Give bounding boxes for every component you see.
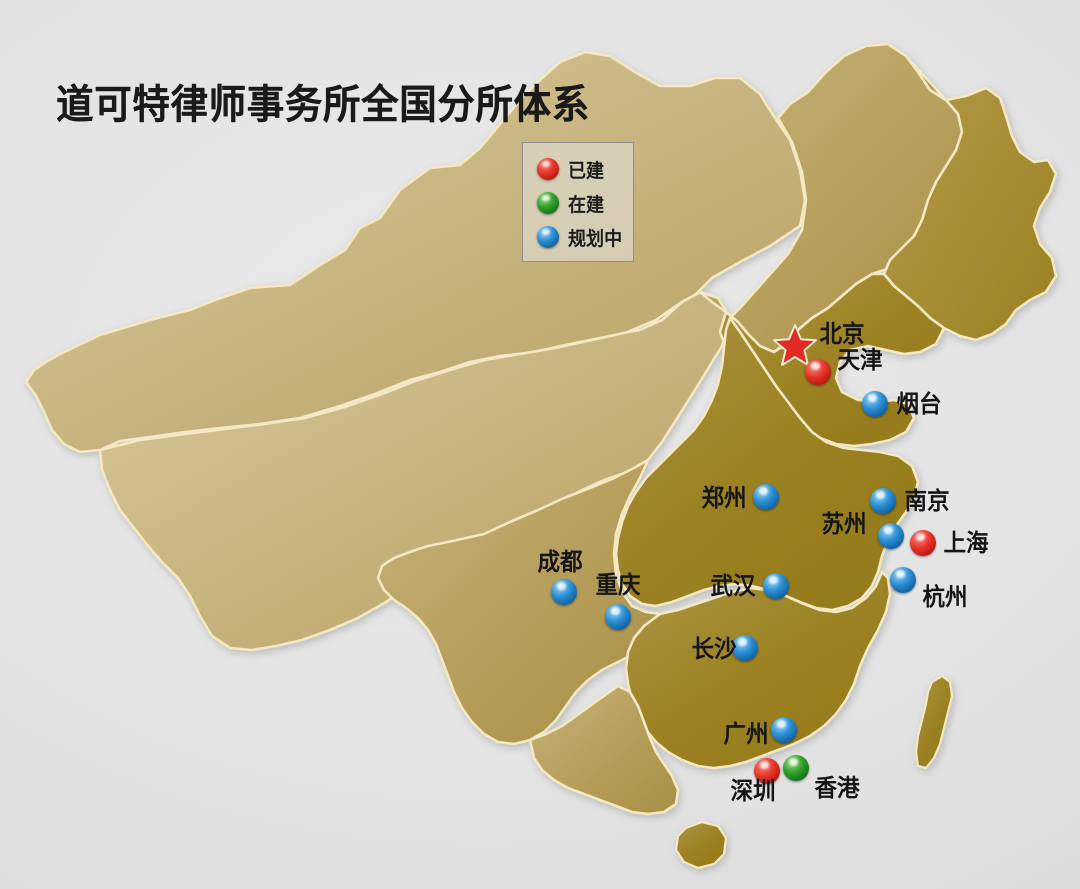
green-orb-icon (783, 755, 809, 781)
city-label-hangzhou: 杭州 (922, 583, 968, 611)
legend-label-built: 已建 (568, 159, 605, 182)
blue-orb-icon (771, 717, 797, 743)
legend-item-built[interactable]: 已建 (537, 152, 633, 186)
city-label-hongkong: 香港 (814, 774, 860, 802)
page-title: 道可特律师事务所全国分所体系 (56, 82, 590, 128)
legend-item-planned[interactable]: 规划中 (537, 220, 633, 254)
blue-orb-icon (551, 579, 577, 605)
blue-orb-icon (890, 567, 916, 593)
blue-orb-icon (732, 635, 758, 661)
status-legend: 已建 在建 规划中 (522, 142, 634, 262)
city-label-tianjin: 天津 (837, 346, 883, 374)
blue-orb-icon (763, 573, 789, 599)
blue-orb-icon (870, 488, 896, 514)
region-guangxi (528, 684, 680, 816)
city-label-suzhou: 苏州 (821, 510, 867, 538)
city-label-yantai: 烟台 (896, 390, 942, 418)
city-label-changsha: 长沙 (691, 635, 737, 663)
city-label-guangzhou: 广州 (723, 720, 769, 748)
blue-orb-icon (605, 604, 631, 630)
city-label-wuhan: 武汉 (710, 572, 756, 600)
blue-orb-icon (862, 391, 888, 417)
city-label-chongqing: 重庆 (595, 571, 641, 599)
red-orb-icon (910, 530, 936, 556)
legend-label-planned: 规划中 (568, 227, 623, 250)
blue-orb-icon (878, 523, 904, 549)
city-label-shanghai: 上海 (943, 529, 989, 557)
red-orb-icon (754, 758, 780, 784)
region-northeast (882, 54, 1058, 342)
blue-orb-icon (537, 226, 559, 248)
red-orb-icon (805, 359, 831, 385)
city-label-zhengzhou: 郑州 (701, 484, 747, 512)
region-southwest (376, 458, 662, 746)
legend-item-under-construction[interactable]: 在建 (537, 186, 633, 220)
city-label-beijing: 北京 (819, 320, 865, 348)
blue-orb-icon (753, 484, 779, 510)
island-hainan (674, 820, 728, 870)
city-label-shenzhen: 深圳 (730, 777, 776, 805)
red-orb-icon (537, 158, 559, 180)
city-label-nanjing: 南京 (904, 487, 950, 515)
island-taiwan (914, 674, 954, 770)
legend-label-under-construction: 在建 (568, 193, 605, 216)
green-orb-icon (537, 192, 559, 214)
landmass-group (24, 42, 1058, 870)
city-label-chengdu: 成都 (537, 548, 583, 576)
